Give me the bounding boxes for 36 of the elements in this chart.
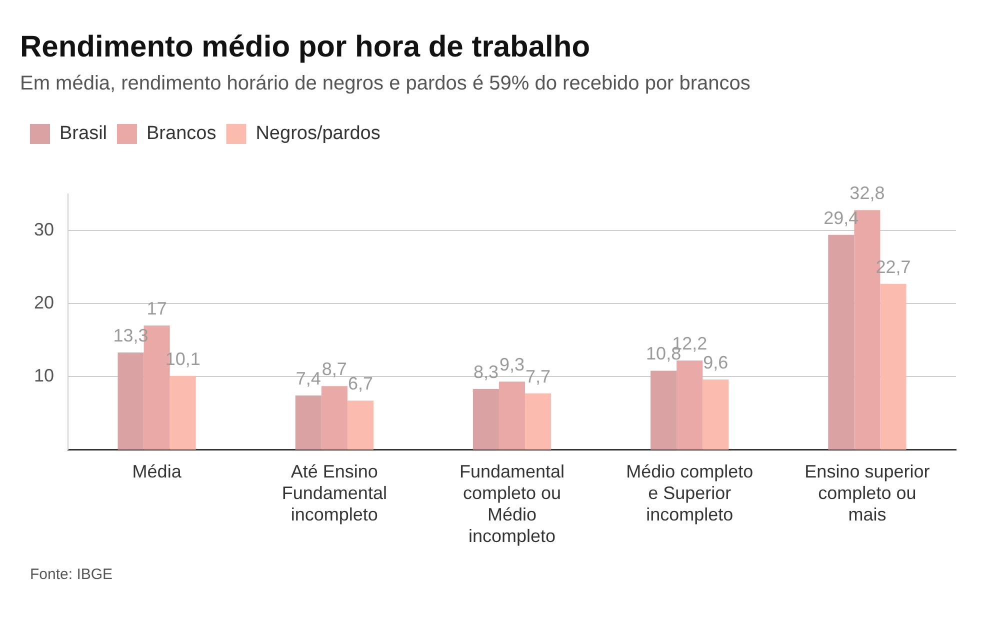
y-tick-label: 10: [34, 366, 54, 386]
bar: [295, 396, 322, 450]
bar: [702, 379, 729, 450]
data-label: 32,8: [850, 183, 885, 204]
y-tick-label: 30: [34, 219, 54, 240]
data-label: 8,3: [473, 362, 498, 382]
y-tick-label: 20: [34, 292, 54, 313]
x-tick-label: Médio completo e Superior incompleto: [626, 461, 754, 525]
data-label: 7,7: [526, 366, 551, 386]
source-note: Fonte: IBGE: [30, 566, 113, 583]
data-label: 9,6: [703, 352, 728, 372]
x-tick-label: Média: [132, 461, 182, 482]
x-tick-label: Fundamental completo ou Médio incompleto: [459, 461, 565, 546]
data-label: 6,7: [348, 374, 373, 394]
bar: [525, 393, 552, 450]
bar: [170, 376, 196, 450]
data-label: 17: [146, 298, 167, 318]
legend-label: Brancos: [146, 123, 216, 144]
legend-label: Brasil: [60, 123, 108, 144]
bar: [880, 284, 906, 450]
data-label: 9,3: [499, 354, 525, 375]
x-tick-label: Até Ensino Fundamental incompleto: [282, 461, 387, 525]
bar: [347, 400, 374, 450]
bar: [828, 234, 854, 450]
chart-title: Rendimento médio por hora de trabalho: [20, 30, 590, 64]
bar: [650, 370, 677, 450]
legend-label: Negros/pardos: [256, 123, 380, 144]
bar: [676, 360, 703, 450]
bar: [321, 386, 348, 450]
data-label: 8,7: [322, 359, 347, 380]
bar: [118, 352, 144, 450]
x-tick-label: Ensino superior completo ou mais: [804, 461, 930, 525]
bar: [472, 388, 499, 450]
bar: [498, 382, 526, 450]
data-label: 7,4: [296, 368, 321, 389]
chart-subtitle: Em média, rendimento horário de negros e pardos é 59% do recebido por brancos: [20, 72, 750, 95]
